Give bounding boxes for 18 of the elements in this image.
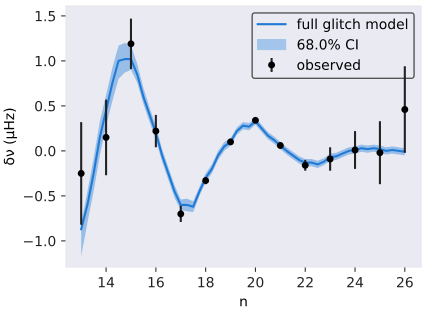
y-tick-label: 0.0: [35, 146, 56, 156]
legend-label: 68.0% CI: [298, 39, 358, 50]
x-tick-label: 18: [198, 276, 214, 288]
x-tick-label: 20: [248, 276, 264, 288]
x-tick-label: 26: [397, 276, 413, 288]
y-tick-label: −1.0: [24, 236, 56, 246]
legend-label: full glitch model: [296, 18, 408, 32]
x-tick-label: 22: [297, 276, 313, 288]
y-tick-label: −0.5: [24, 190, 56, 202]
legend-label: observed: [297, 59, 360, 70]
x-tick-label: 16: [148, 276, 164, 288]
y-tick-label: 0.5: [35, 100, 56, 112]
y-tick-label: 1.0: [36, 56, 56, 66]
x-tick-label: 14: [98, 277, 114, 288]
y-tick-label: 1.5: [36, 11, 56, 22]
x-axis-title: n: [240, 298, 247, 306]
y-axis-title: δν (μHz): [4, 108, 17, 165]
x-tick-label: 24: [347, 276, 364, 288]
